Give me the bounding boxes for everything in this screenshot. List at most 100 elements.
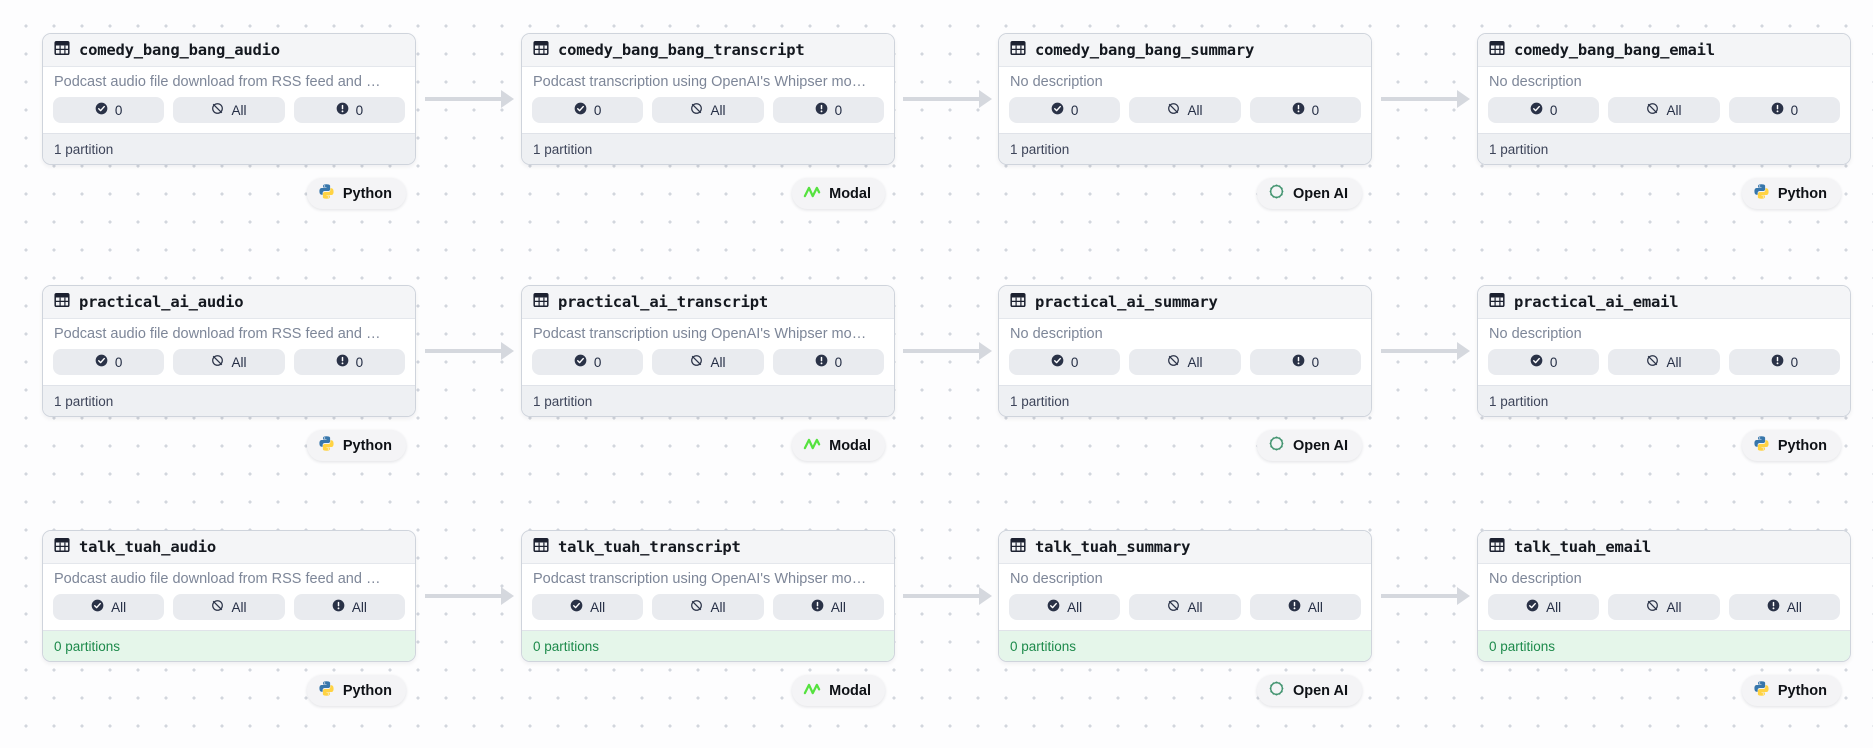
materialized-count: 0 (1070, 102, 1079, 118)
failed-count: 0 (1790, 354, 1799, 370)
check-circle-icon (1051, 102, 1064, 118)
missing-count-badge[interactable]: All (652, 349, 764, 375)
failed-count-badge[interactable]: 0 (1728, 349, 1840, 375)
materialized-count-badge[interactable]: 0 (1488, 349, 1600, 375)
check-circle-icon (574, 354, 587, 370)
asset-node[interactable]: practical_ai_transcript Podcast transcri… (521, 285, 895, 417)
missing-count-badge[interactable]: All (652, 594, 764, 620)
asset-node-body: Podcast transcription using OpenAI's Whi… (522, 564, 894, 630)
compute-kind-tag[interactable]: Python (1741, 430, 1841, 461)
materialized-count-badge[interactable]: All (532, 594, 644, 620)
compute-kind-tag[interactable]: Modal (792, 178, 885, 209)
missing-count-badge[interactable]: All (1129, 349, 1241, 375)
asset-node[interactable]: comedy_bang_bang_transcript Podcast tran… (521, 33, 895, 165)
dependency-arrow (425, 90, 514, 108)
compute-kind-tag[interactable]: Modal (792, 430, 885, 461)
missing-count-badge[interactable]: All (1129, 97, 1241, 123)
asset-node-header: comedy_bang_bang_audio (43, 34, 415, 67)
compute-kind-tag[interactable]: Python (306, 430, 406, 461)
asset-cell: comedy_bang_bang_audio Podcast audio fil… (42, 33, 416, 209)
materialized-count-badge[interactable]: 0 (532, 97, 644, 123)
asset-node[interactable]: comedy_bang_bang_email No description 0 … (1477, 33, 1851, 165)
failed-count-badge[interactable]: 0 (1249, 349, 1361, 375)
compute-kind-tag[interactable]: Python (306, 178, 406, 209)
missing-count-badge[interactable]: All (1608, 594, 1720, 620)
dependency-arrow (903, 90, 992, 108)
asset-node[interactable]: practical_ai_summary No description 0 Al… (998, 285, 1372, 417)
asset-node[interactable]: comedy_bang_bang_audio Podcast audio fil… (42, 33, 416, 165)
compute-kind-tag[interactable]: Python (1741, 675, 1841, 706)
compute-kind-label: Python (1777, 437, 1827, 454)
compute-kind-tag[interactable]: Open AI (1256, 675, 1362, 706)
asset-node[interactable]: talk_tuah_summary No description All All (998, 530, 1372, 662)
asset-node-header: practical_ai_summary (999, 286, 1371, 319)
missing-count-badge[interactable]: All (173, 594, 285, 620)
compute-kind-tag[interactable]: Python (1741, 178, 1841, 209)
missing-count-badge[interactable]: All (1129, 594, 1241, 620)
failed-count-badge[interactable]: All (1249, 594, 1361, 620)
compute-kind-tag[interactable]: Open AI (1256, 430, 1362, 461)
asset-node-body: Podcast audio file download from RSS fee… (43, 67, 415, 133)
openai-logo-icon (1268, 183, 1285, 204)
partition-count-footer: 0 partitions (1478, 630, 1850, 661)
failed-count-badge[interactable]: 0 (772, 349, 884, 375)
table-icon (1489, 40, 1505, 61)
materialized-count-badge[interactable]: 0 (53, 97, 165, 123)
materialized-count-badge[interactable]: All (1488, 594, 1600, 620)
no-slash-circle-icon (1646, 354, 1659, 370)
asset-name: talk_tuah_transcript (558, 538, 741, 556)
missing-count-badge[interactable]: All (173, 97, 285, 123)
table-icon (1010, 292, 1026, 313)
compute-kind-tag[interactable]: Open AI (1256, 178, 1362, 209)
asset-cell: practical_ai_audio Podcast audio file do… (42, 285, 416, 461)
missing-count: All (1187, 599, 1203, 615)
asset-node-header: comedy_bang_bang_transcript (522, 34, 894, 67)
asset-node[interactable]: practical_ai_email No description 0 All (1477, 285, 1851, 417)
asset-node[interactable]: talk_tuah_audio Podcast audio file downl… (42, 530, 416, 662)
asset-cell: talk_tuah_summary No description All All (998, 530, 1372, 706)
asset-node-header: talk_tuah_audio (43, 531, 415, 564)
asset-node[interactable]: comedy_bang_bang_summary No description … (998, 33, 1372, 165)
materialized-count-badge[interactable]: 0 (1009, 97, 1121, 123)
missing-count: All (1187, 102, 1203, 118)
check-circle-icon (1526, 599, 1539, 615)
partition-status-badges: 0 All 0 (1009, 349, 1361, 375)
missing-count-badge[interactable]: All (1608, 97, 1720, 123)
failed-count-badge[interactable]: 0 (772, 97, 884, 123)
failed-count-badge[interactable]: All (1728, 594, 1840, 620)
asset-cell: practical_ai_email No description 0 All (1477, 285, 1851, 461)
materialized-count-badge[interactable]: All (1009, 594, 1121, 620)
asset-description: Podcast audio file download from RSS fee… (54, 571, 381, 587)
compute-kind-label: Modal (829, 682, 871, 699)
materialized-count-badge[interactable]: 0 (1488, 97, 1600, 123)
asset-node[interactable]: practical_ai_audio Podcast audio file do… (42, 285, 416, 417)
failed-count-badge[interactable]: All (772, 594, 884, 620)
failed-count-badge[interactable]: 0 (293, 349, 405, 375)
materialized-count-badge[interactable]: All (53, 594, 165, 620)
asset-description: No description (1010, 74, 1103, 90)
asset-description: Podcast transcription using OpenAI's Whi… (533, 74, 867, 90)
materialized-count-badge[interactable]: 0 (1009, 349, 1121, 375)
compute-kind-label: Python (342, 682, 392, 699)
asset-cell: practical_ai_summary No description 0 Al… (998, 285, 1372, 461)
check-circle-icon (1530, 354, 1543, 370)
compute-kind-tag[interactable]: Modal (792, 675, 885, 706)
exclamation-circle-icon (1292, 354, 1305, 370)
failed-count-badge[interactable]: 0 (1728, 97, 1840, 123)
materialized-count-badge[interactable]: 0 (53, 349, 165, 375)
missing-count-badge[interactable]: All (173, 349, 285, 375)
partition-status-badges: All All All (1009, 594, 1361, 620)
asset-node-header: practical_ai_audio (43, 286, 415, 319)
asset-description: Podcast audio file download from RSS fee… (54, 74, 381, 90)
failed-count-badge[interactable]: All (293, 594, 405, 620)
asset-node[interactable]: talk_tuah_transcript Podcast transcripti… (521, 530, 895, 662)
asset-node[interactable]: talk_tuah_email No description All All (1477, 530, 1851, 662)
missing-count-badge[interactable]: All (652, 97, 764, 123)
missing-count-badge[interactable]: All (1608, 349, 1720, 375)
failed-count-badge[interactable]: 0 (1249, 97, 1361, 123)
materialized-count-badge[interactable]: 0 (532, 349, 644, 375)
compute-kind-tag[interactable]: Python (306, 675, 406, 706)
dependency-arrow (903, 587, 992, 605)
failed-count-badge[interactable]: 0 (293, 97, 405, 123)
